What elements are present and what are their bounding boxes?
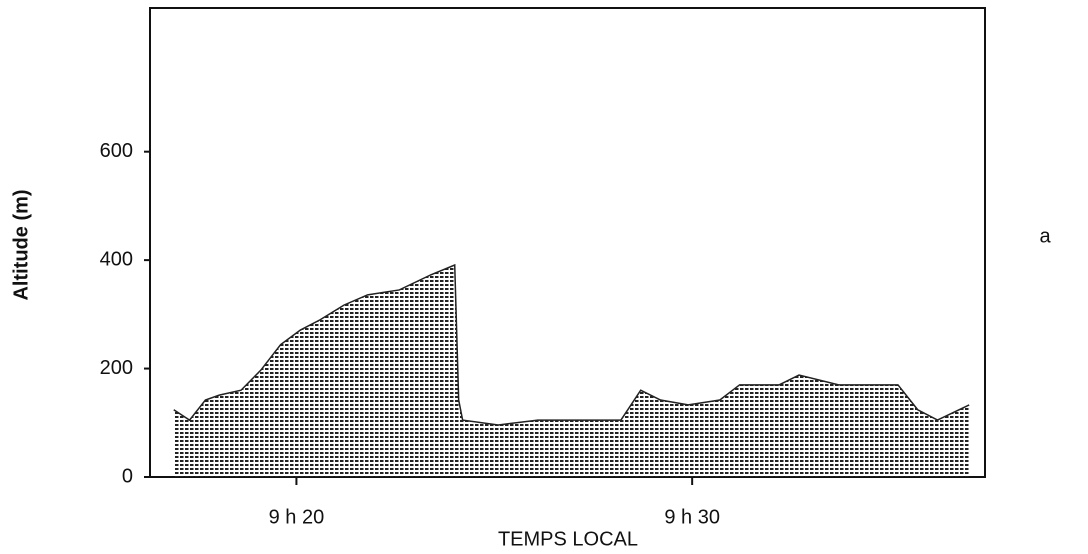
y-tick-label: 600 xyxy=(100,140,133,162)
x-tick-label: 9 h 20 xyxy=(269,506,325,528)
panel-label: a xyxy=(1039,225,1051,247)
x-tick-label: 9 h 30 xyxy=(664,506,720,528)
x-axis-label: TEMPS LOCAL xyxy=(498,528,638,550)
y-tick-label: 0 xyxy=(122,465,133,487)
mixing-layer-area xyxy=(173,265,970,477)
y-tick-label: 400 xyxy=(100,248,133,270)
y-axis-label: Altitude (m) xyxy=(10,189,32,300)
mixing-layer-top xyxy=(173,263,970,426)
y-tick-label: 200 xyxy=(100,357,133,379)
